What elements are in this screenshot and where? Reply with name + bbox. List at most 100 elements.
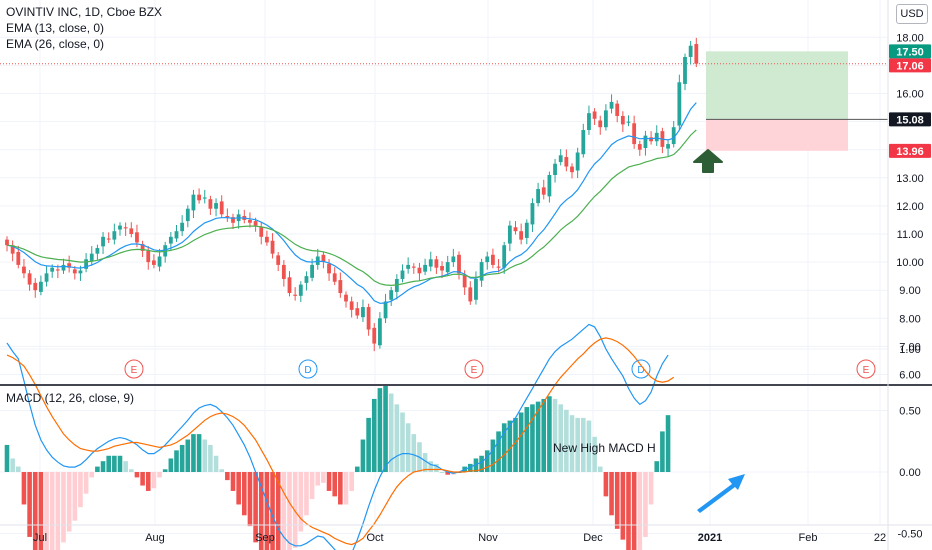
candle-body [287,277,292,294]
macd-histogram-bar [355,466,360,472]
macd-histogram-bar [162,469,168,472]
macd-histogram-bar [89,472,95,478]
candle-body [451,256,456,263]
candle-body [474,278,478,300]
position-zones [0,51,888,151]
candle-body [202,197,207,199]
macd-histogram-bar [626,472,631,550]
macd-histogram-bar [208,444,213,472]
candle-body [129,228,134,234]
macd-histogram-bar [44,472,49,550]
macd-histogram-bar [411,434,417,472]
candle-body [587,113,591,131]
ema-fast-legend[interactable]: EMA (13, close, 0) [6,21,105,35]
candle-body [643,135,648,149]
candle-body [671,127,676,145]
candle-body [123,227,128,229]
candle-body [496,266,501,268]
x-tick-label: Feb [799,532,818,544]
macd-histogram-bar [230,472,236,491]
macd-histogram-bar [129,469,134,472]
macd-histogram-bar [168,458,174,472]
candle-body [112,231,117,240]
macd-histogram-bar [434,463,439,472]
currency-button[interactable]: USD [896,4,928,24]
candle-body [677,82,682,126]
macd-histogram-bar [242,472,247,516]
candle-body [214,203,218,209]
macd-histogram-bar [151,472,157,489]
candle-body [5,239,9,246]
event-marker [298,359,318,379]
x-tick-label: Aug [145,532,165,544]
macd-histogram-bar [371,398,377,472]
price-tag [889,112,931,127]
macd-histogram-bar [349,472,354,491]
candle-body [208,199,213,209]
macd-histogram-bar [196,434,202,472]
macd-legend[interactable]: MACD (12, 26, close, 9) [6,391,135,405]
candle-body [10,245,15,254]
candle-body [609,101,614,109]
macd-histogram-bar [490,439,496,472]
macd-histogram-bar [428,461,434,472]
macd-annotation: New High MACD H [553,441,656,455]
candle-body [39,281,43,292]
macd-histogram-bar [377,388,383,472]
candle-body [185,208,190,222]
symbol-title[interactable]: OVINTIV INC, 1D, Cboe BZX [6,5,163,19]
macd-tick-label: -0.50 [897,529,922,541]
price-tag [889,143,931,158]
candle-body [530,203,535,225]
macd-pane [4,323,675,550]
candle-body [383,301,388,319]
macd-histogram-bar [72,472,78,521]
macd-histogram-bar [264,472,270,550]
macd-histogram-bar [468,463,473,472]
macd-histogram-bar [535,401,541,472]
candle-body [78,270,83,274]
candle-body [219,201,224,215]
macd-histogram-bar [49,472,55,550]
price-tag [889,58,931,73]
blue-up-arrow [697,474,745,513]
candle-body [72,269,77,274]
candle-body [355,308,360,316]
candle-body [152,260,156,265]
macd-histogram-bar [631,472,637,550]
candle-body [547,174,552,197]
candle-body [361,307,365,318]
macd-histogram-bar [117,455,123,472]
green-up-arrow [693,149,723,173]
price-tag-label: 17.50 [896,46,924,58]
macd-histogram-bar [27,472,32,537]
macd-tick-label: 0.50 [899,406,920,418]
price-tick-label: 7.00 [899,341,920,353]
candle-body [191,194,196,211]
price-tick-label: 8.00 [899,313,920,325]
macd-histogram-bar [321,472,326,483]
candle-body [146,250,151,263]
macd-histogram-bar [552,398,558,472]
macd-histogram-bar [21,472,27,505]
candle-body [666,144,670,149]
macd-histogram-bar [581,417,586,472]
ema-slow-legend[interactable]: EMA (26, close, 0) [6,37,105,51]
macd-histogram-bar [513,417,518,472]
candle-body [417,267,422,274]
macd-histogram-bar [292,472,298,548]
macd-histogram-bar [38,472,44,550]
candle-body [265,236,269,243]
candle-body [411,266,416,268]
price-tick-label: 12.00 [896,201,924,213]
x-tick-label: 22 [874,532,886,544]
macd-histogram-bar [501,423,507,472]
candle-body [592,111,597,119]
candlestick-series [5,37,699,352]
event-marker-label: D [304,365,311,376]
macd-histogram-bar [219,469,224,472]
candle-body [389,290,394,300]
candle-body [491,254,495,265]
